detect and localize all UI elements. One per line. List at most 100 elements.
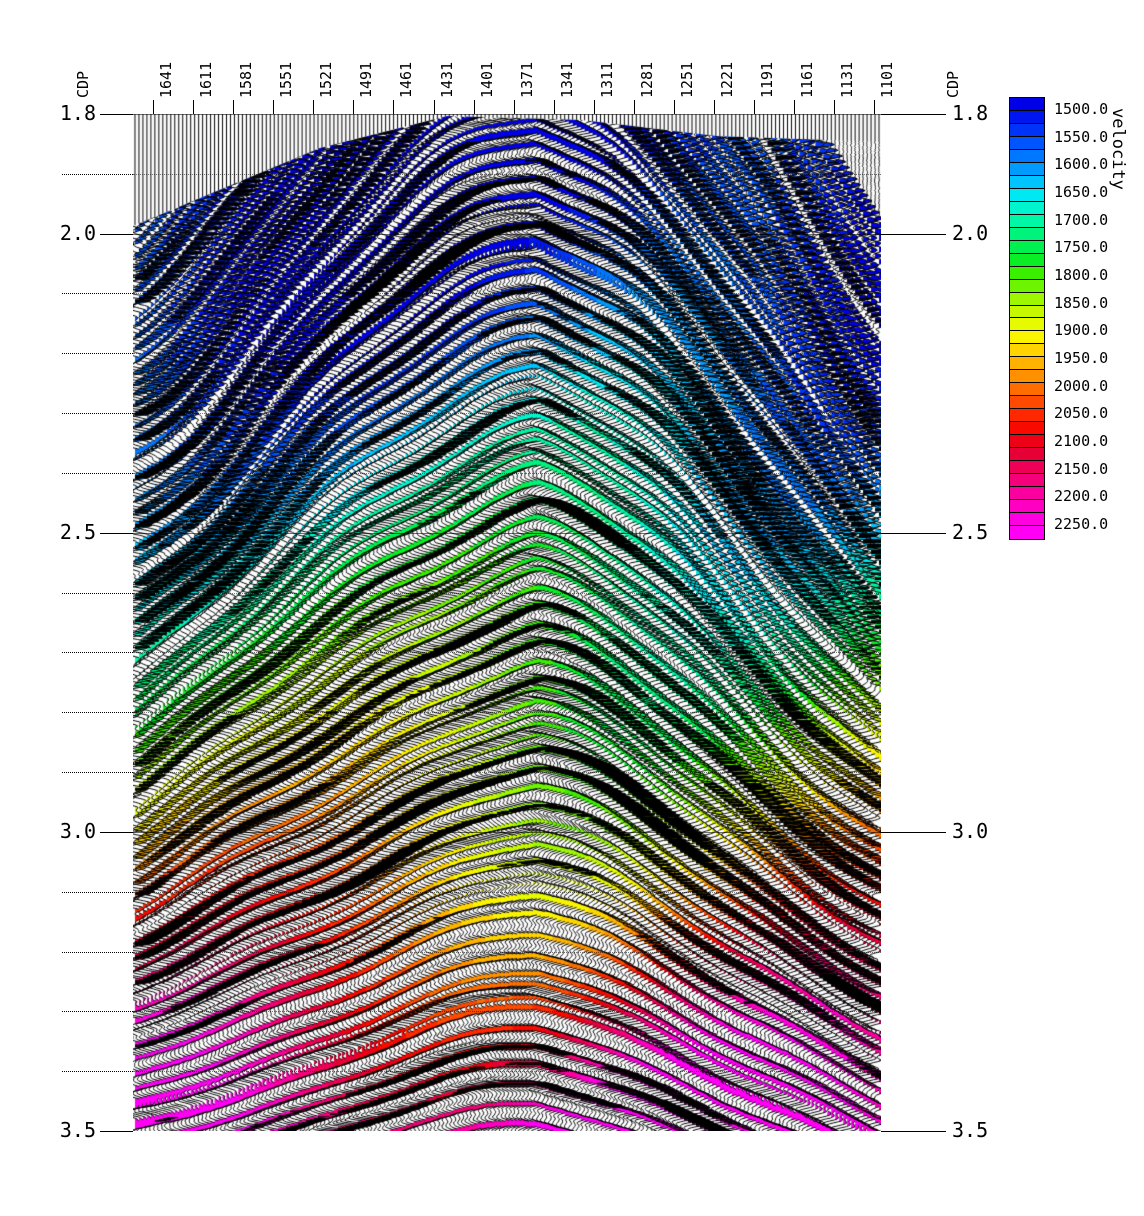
y-minor-rule-left	[62, 353, 133, 354]
y-major-rule-right	[881, 1131, 946, 1132]
colorbar-swatch	[1010, 188, 1044, 202]
y-minor-rule-left	[62, 293, 133, 294]
x-tick-label: 1491	[357, 61, 375, 98]
colorbar-swatch	[1010, 331, 1044, 345]
colorbar-swatch	[1010, 266, 1044, 280]
colorbar-tick-label: 1750.0	[1054, 238, 1109, 257]
x-tick-mark	[594, 100, 595, 114]
x-tick-label: 1221	[718, 61, 736, 98]
y-major-rule-right	[881, 832, 946, 833]
x-tick-mark	[874, 100, 875, 114]
colorbar-swatch	[1010, 149, 1044, 163]
y-minor-rule-left	[62, 174, 133, 175]
colorbar-swatch	[1010, 396, 1044, 410]
x-tick-mark	[393, 100, 394, 114]
x-tick-label: 1161	[798, 61, 816, 98]
x-tick-label: 1101	[878, 61, 896, 98]
colorbar-tick-label: 1600.0	[1054, 155, 1109, 174]
y-minor-rule-left	[62, 473, 133, 474]
y-tick-label-left: 3.5	[59, 1118, 96, 1142]
colorbar-swatch	[1010, 525, 1044, 539]
colorbar-tick-label: 2150.0	[1054, 459, 1109, 478]
x-tick-label: 1641	[157, 61, 175, 98]
y-major-rule-right	[881, 114, 946, 115]
colorbar-swatch	[1010, 344, 1044, 358]
y-tick-label-right: 2.5	[952, 520, 989, 544]
colorbar-tick-label: 2250.0	[1054, 515, 1109, 534]
y-tick-label-left: 1.8	[59, 101, 96, 125]
colorbar-swatch	[1010, 448, 1044, 462]
seismic-plot-area[interactable]	[133, 114, 881, 1131]
y-tick-label-left: 2.0	[59, 221, 96, 245]
y-tick-label-left: 2.5	[59, 520, 96, 544]
colorbar-tick-label: 1550.0	[1054, 127, 1109, 146]
colorbar-swatch	[1010, 513, 1044, 526]
x-tick-label: 1581	[237, 61, 255, 98]
x-tick-label: 1191	[758, 61, 776, 98]
colorbar-tick-label: 1650.0	[1054, 182, 1109, 201]
colorbar-tick-label: 2050.0	[1054, 404, 1109, 423]
colorbar-swatch	[1010, 110, 1044, 124]
colorbar-tick-label: 2200.0	[1054, 487, 1109, 506]
x-tick-label: 1131	[838, 61, 856, 98]
colorbar-tick-label: 1850.0	[1054, 293, 1109, 312]
x-tick-mark	[273, 100, 274, 114]
y-minor-rule-left	[62, 593, 133, 594]
x-tick-mark	[153, 100, 154, 114]
y-major-rule-left	[100, 234, 133, 235]
colorbar-swatch	[1010, 214, 1044, 228]
x-tick-label: 1521	[317, 61, 335, 98]
colorbar-tick-label: 1700.0	[1054, 210, 1109, 229]
colorbar-swatch	[1010, 227, 1044, 241]
colorbar-swatch	[1010, 201, 1044, 215]
colorbar-swatch	[1010, 461, 1044, 475]
x-axis-title-left: CDP	[74, 70, 92, 98]
x-tick-mark	[193, 100, 194, 114]
x-tick-mark	[794, 100, 795, 114]
colorbar-swatch	[1010, 279, 1044, 293]
colorbar-swatch	[1010, 292, 1044, 306]
y-minor-rule-left	[62, 413, 133, 414]
y-major-rule-left	[100, 832, 133, 833]
x-tick-label: 1281	[638, 61, 656, 98]
y-minor-rule-left	[62, 712, 133, 713]
colorbar-swatch	[1010, 474, 1044, 488]
y-tick-label-right: 3.0	[952, 819, 989, 843]
colorbar-swatch	[1010, 123, 1044, 137]
colorbar-tick-label: 1950.0	[1054, 349, 1109, 367]
x-tick-label: 1551	[277, 61, 295, 98]
x-tick-mark	[554, 100, 555, 114]
y-major-rule-left	[100, 533, 133, 534]
y-minor-rule-left	[62, 1011, 133, 1012]
y-tick-label-right: 3.5	[952, 1118, 989, 1142]
velocity-colorbar[interactable]	[1009, 97, 1045, 540]
colorbar-swatch	[1010, 487, 1044, 501]
x-tick-mark	[474, 100, 475, 114]
x-tick-label: 1251	[678, 61, 696, 98]
colorbar-swatch	[1010, 422, 1044, 436]
x-tick-mark	[514, 100, 515, 114]
colorbar-title: velocity	[1108, 108, 1128, 190]
seismic-wiggle-canvas[interactable]	[133, 114, 881, 1131]
colorbar-swatch	[1010, 162, 1044, 176]
x-tick-mark	[834, 100, 835, 114]
x-tick-label: 1611	[197, 61, 215, 98]
y-tick-label-left: 3.0	[59, 819, 96, 843]
colorbar-swatch	[1010, 305, 1044, 319]
x-tick-mark	[674, 100, 675, 114]
x-tick-mark	[434, 100, 435, 114]
colorbar-swatch	[1010, 240, 1044, 254]
x-tick-label: 1431	[438, 61, 456, 98]
x-axis-title-right: CDP	[944, 70, 962, 98]
colorbar-swatch	[1010, 370, 1044, 384]
colorbar-swatch	[1010, 253, 1044, 267]
colorbar-swatch	[1010, 136, 1044, 150]
y-major-rule-right	[881, 234, 946, 235]
x-tick-label: 1371	[518, 61, 536, 98]
y-minor-rule-left	[62, 1071, 133, 1072]
x-tick-label: 1461	[397, 61, 415, 98]
colorbar-tick-label: 2100.0	[1054, 432, 1109, 451]
x-tick-label: 1401	[478, 61, 496, 98]
y-minor-rule-left	[62, 652, 133, 653]
